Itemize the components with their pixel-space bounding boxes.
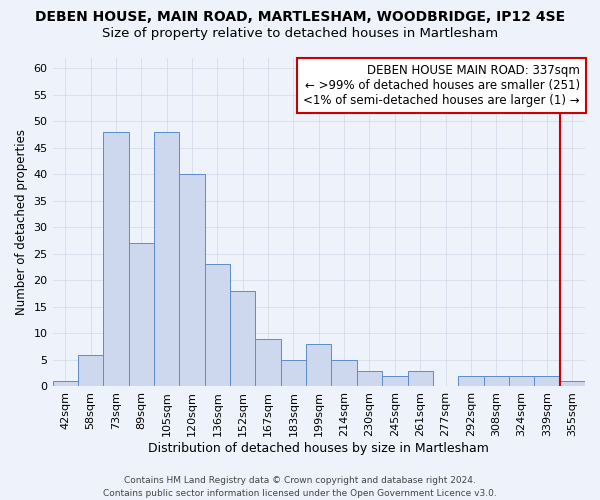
Text: DEBEN HOUSE MAIN ROAD: 337sqm
← >99% of detached houses are smaller (251)
<1% of: DEBEN HOUSE MAIN ROAD: 337sqm ← >99% of …	[303, 64, 580, 107]
Bar	[534, 376, 560, 386]
Bar	[407, 370, 433, 386]
Bar	[484, 376, 509, 386]
Bar	[103, 132, 128, 386]
Bar	[331, 360, 357, 386]
Bar	[281, 360, 306, 386]
Bar	[382, 376, 407, 386]
Bar	[205, 264, 230, 386]
Bar	[306, 344, 331, 387]
Bar	[154, 132, 179, 386]
Bar	[179, 174, 205, 386]
Bar	[53, 381, 78, 386]
Bar	[78, 354, 103, 386]
Bar	[560, 381, 585, 386]
Bar	[509, 376, 534, 386]
Bar	[357, 370, 382, 386]
Text: Size of property relative to detached houses in Martlesham: Size of property relative to detached ho…	[102, 28, 498, 40]
Bar	[230, 291, 256, 386]
X-axis label: Distribution of detached houses by size in Martlesham: Distribution of detached houses by size …	[148, 442, 489, 455]
Bar	[256, 338, 281, 386]
Text: Contains HM Land Registry data © Crown copyright and database right 2024.
Contai: Contains HM Land Registry data © Crown c…	[103, 476, 497, 498]
Text: DEBEN HOUSE, MAIN ROAD, MARTLESHAM, WOODBRIDGE, IP12 4SE: DEBEN HOUSE, MAIN ROAD, MARTLESHAM, WOOD…	[35, 10, 565, 24]
Bar	[128, 243, 154, 386]
Y-axis label: Number of detached properties: Number of detached properties	[15, 129, 28, 315]
Bar	[458, 376, 484, 386]
